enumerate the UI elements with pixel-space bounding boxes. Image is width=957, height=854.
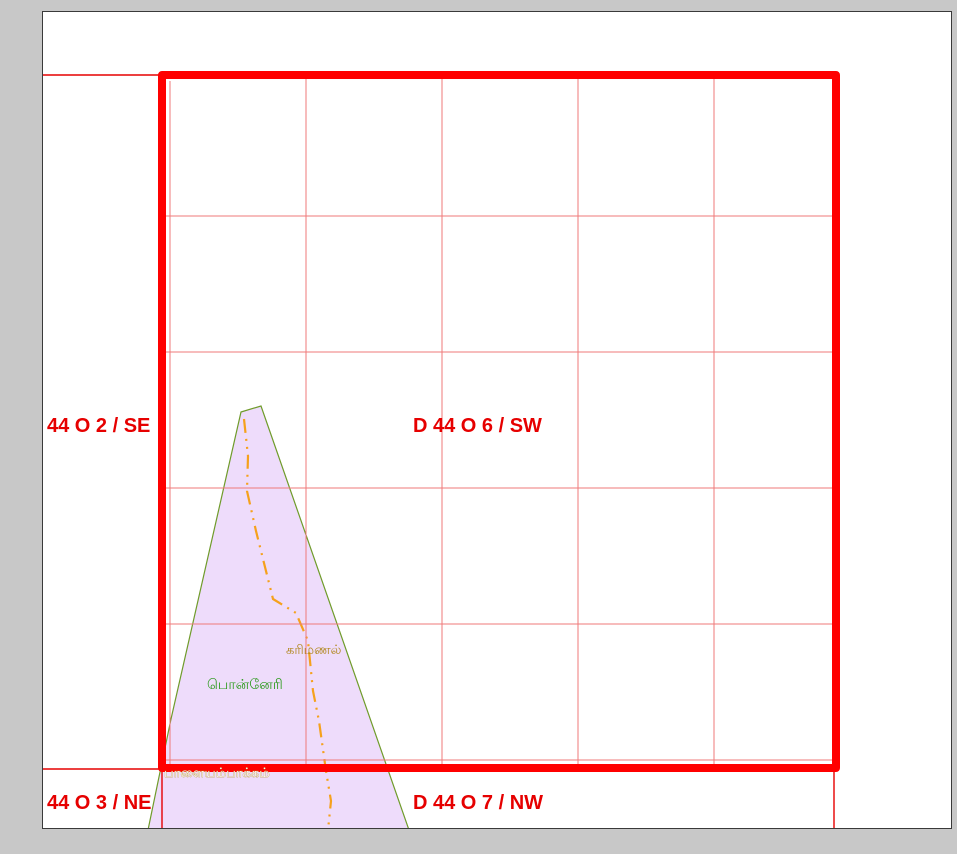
adjacent-sheet-lines: [43, 74, 835, 828]
sheet-border: [158, 71, 840, 772]
sheet-label-south[interactable]: D 44 O 7 / NW: [413, 792, 543, 814]
road-line: [242, 418, 333, 828]
sheet-label-west[interactable]: 44 O 2 / SE: [47, 415, 150, 437]
sheet-label-southwest[interactable]: 44 O 3 / NE: [47, 792, 152, 814]
map-page[interactable]: D 44 O 6 / SW 44 O 2 / SE 44 O 3 / NE D …: [42, 11, 952, 829]
boundary-region: [147, 405, 409, 828]
sheet-grid: [162, 75, 836, 767]
place-label-palayampakkam: பாளையம்பாக்கம்: [164, 766, 270, 781]
place-label-ponneri: பொன்னேரி: [207, 677, 283, 693]
place-label-karimanal: கரிமணல்: [286, 643, 342, 658]
map-canvas[interactable]: D 44 O 6 / SW 44 O 2 / SE 44 O 3 / NE D …: [43, 12, 952, 829]
sheet-label-current[interactable]: D 44 O 6 / SW: [413, 415, 542, 437]
